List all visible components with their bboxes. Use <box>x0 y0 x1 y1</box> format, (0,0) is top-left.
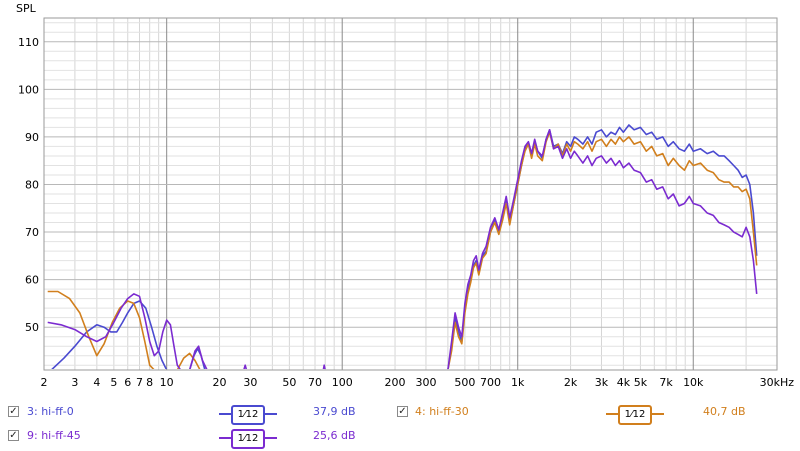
x-tick-label: 20 <box>213 376 227 389</box>
series-layer <box>47 124 758 369</box>
legend-entry-hi-ff-30: ✓ 4: hi-ff-30 1⁄12 40,7 dB <box>397 404 777 425</box>
legend-value: 37,9 dB <box>313 405 356 418</box>
x-tick-label: 7k <box>659 376 673 389</box>
y-tick-label: 90 <box>25 131 39 144</box>
y-tick-label: 50 <box>25 321 39 334</box>
legend-label: 3: hi-ff-0 <box>27 405 74 418</box>
x-tick-label: 1k <box>511 376 525 389</box>
x-tick-label: 4 <box>93 376 100 389</box>
x-tick-label: 8 <box>146 376 153 389</box>
y-tick-label: 60 <box>25 274 39 287</box>
smoothing-button[interactable]: 1⁄12 <box>606 405 666 425</box>
smoothing-label: 1⁄12 <box>618 405 652 425</box>
x-tick-label: 7 <box>136 376 143 389</box>
x-tick-label: 70 <box>308 376 322 389</box>
legend-checkbox[interactable]: ✓ <box>397 406 408 417</box>
legend-label: 9: hi-ff-45 <box>27 429 81 442</box>
y-axis-label: SPL <box>16 2 37 15</box>
legend-value: 40,7 dB <box>703 405 746 418</box>
x-tick-label: 5k <box>634 376 648 389</box>
grid-minor <box>43 18 778 370</box>
legend-checkbox[interactable]: ✓ <box>8 430 19 441</box>
smoothing-label: 1⁄12 <box>231 429 265 449</box>
x-tick-label: 3k <box>595 376 609 389</box>
plot-border <box>43 17 778 371</box>
x-tick-label: 2k <box>564 376 578 389</box>
legend-label: 4: hi-ff-30 <box>415 405 469 418</box>
y-tick-label: 100 <box>18 83 39 96</box>
smoothing-button[interactable]: 1⁄12 <box>219 429 279 449</box>
x-tick-label: 6 <box>124 376 131 389</box>
legend-entry-hi-ff-0: ✓ 3: hi-ff-0 1⁄12 37,9 dB <box>8 404 388 425</box>
grid-major <box>44 18 777 370</box>
series-line-2 <box>47 131 758 369</box>
y-tick-label: 110 <box>18 36 39 49</box>
smoothing-button[interactable]: 1⁄12 <box>219 405 279 425</box>
x-tick-label: 300 <box>415 376 436 389</box>
x-tick-label: 30 <box>243 376 257 389</box>
x-tick-label: 100 <box>332 376 353 389</box>
x-tick-label: 200 <box>385 376 406 389</box>
legend-entry-hi-ff-45: ✓ 9: hi-ff-45 1⁄12 25,6 dB <box>8 428 388 449</box>
x-tick-label: 500 <box>454 376 475 389</box>
series-line-3 <box>47 129 758 369</box>
y-tick-labels: 50 60 70 80 90 100 110 <box>18 36 39 334</box>
y-tick-label: 70 <box>25 226 39 239</box>
x-tick-label: 10k <box>683 376 704 389</box>
x-tick-label: 50 <box>282 376 296 389</box>
x-tick-labels: 2 3 4 5 6 7 8 10 20 30 50 70 100 200 300 500 700 1k 2k 3k 4k… <box>41 376 795 389</box>
smoothing-label: 1⁄12 <box>231 405 265 425</box>
y-tick-label: 80 <box>25 178 39 191</box>
x-tick-label: 2 <box>41 376 48 389</box>
x-tick-label: 30kHz <box>760 376 795 389</box>
legend-value: 25,6 dB <box>313 429 356 442</box>
x-tick-label: 3 <box>71 376 78 389</box>
legend-checkbox[interactable]: ✓ <box>8 406 19 417</box>
x-tick-label: 10 <box>160 376 174 389</box>
x-tick-label: 700 <box>480 376 501 389</box>
x-tick-label: 4k <box>617 376 631 389</box>
x-tick-label: 5 <box>110 376 117 389</box>
